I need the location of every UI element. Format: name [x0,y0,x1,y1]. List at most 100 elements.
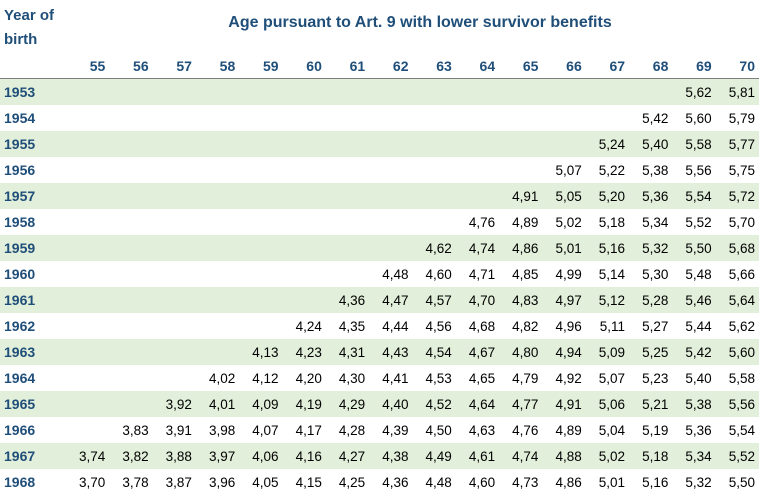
value-cell: 3,74 [66,443,109,469]
value-cell: 4,05 [239,469,282,495]
age-header-cell: 64 [456,54,499,79]
value-cell [326,131,369,157]
value-cell: 5,68 [716,235,759,261]
value-cell: 5,06 [586,391,629,417]
value-cell: 4,47 [369,287,412,313]
value-cell: 4,12 [239,365,282,391]
value-cell [109,157,152,183]
value-cell [413,209,456,235]
value-cell: 4,70 [456,287,499,313]
value-cell: 5,07 [586,365,629,391]
value-cell: 3,92 [153,391,196,417]
value-cell [239,235,282,261]
value-cell [283,183,326,209]
value-cell [326,157,369,183]
value-cell: 5,56 [716,391,759,417]
value-cell: 5,01 [586,469,629,495]
value-cell [586,79,629,106]
value-cell [109,365,152,391]
value-cell: 5,01 [542,235,585,261]
value-cell [239,287,282,313]
value-cell: 4,94 [542,339,585,365]
value-cell: 5,58 [716,365,759,391]
value-cell [66,105,109,131]
value-cell [153,183,196,209]
value-cell: 4,73 [499,469,542,495]
value-cell [66,79,109,106]
value-cell: 4,30 [326,365,369,391]
value-cell: 5,40 [672,365,715,391]
value-cell: 4,50 [413,417,456,443]
value-cell [239,79,282,106]
value-cell: 4,80 [499,339,542,365]
value-cell: 5,36 [672,417,715,443]
value-cell: 4,52 [413,391,456,417]
value-cell: 4,63 [456,417,499,443]
value-cell [499,131,542,157]
value-cell [456,79,499,106]
value-cell [239,261,282,287]
value-cell: 4,13 [239,339,282,365]
value-cell: 4,29 [326,391,369,417]
value-cell [109,209,152,235]
value-cell [326,183,369,209]
value-cell [369,131,412,157]
birth-year-cell: 1959 [0,235,66,261]
value-cell [109,339,152,365]
value-cell [283,157,326,183]
age-header-cell: 60 [283,54,326,79]
value-cell: 4,85 [499,261,542,287]
age-header-cell: 63 [413,54,456,79]
value-cell: 4,96 [542,313,585,339]
age-header-cell: 66 [542,54,585,79]
value-cell: 4,74 [499,443,542,469]
value-cell [456,157,499,183]
value-cell [109,79,152,106]
value-cell: 4,56 [413,313,456,339]
value-cell: 4,89 [499,209,542,235]
value-cell [283,209,326,235]
value-cell: 5,32 [672,469,715,495]
value-cell: 4,36 [326,287,369,313]
age-header-cell: 61 [326,54,369,79]
value-cell: 4,74 [456,235,499,261]
value-cell [196,183,239,209]
value-cell [153,79,196,106]
value-cell: 5,62 [716,313,759,339]
value-cell: 3,91 [153,417,196,443]
value-cell [283,105,326,131]
value-cell: 5,81 [716,79,759,106]
value-cell [326,235,369,261]
birth-year-cell: 1958 [0,209,66,235]
value-cell: 5,18 [629,443,672,469]
birth-year-cell: 1960 [0,261,66,287]
value-cell [196,79,239,106]
value-cell [369,235,412,261]
value-cell: 4,25 [326,469,369,495]
value-cell: 5,22 [586,157,629,183]
value-cell: 4,68 [456,313,499,339]
value-cell: 4,31 [326,339,369,365]
age-header-cell: 67 [586,54,629,79]
value-cell [153,339,196,365]
value-cell: 4,60 [413,261,456,287]
value-cell: 5,54 [672,183,715,209]
value-cell: 4,65 [456,365,499,391]
value-cell: 5,14 [586,261,629,287]
value-cell [326,79,369,106]
value-cell: 5,16 [586,235,629,261]
value-cell [196,131,239,157]
value-cell [283,235,326,261]
value-cell: 5,60 [716,339,759,365]
value-cell: 4,15 [283,469,326,495]
value-cell [239,313,282,339]
value-cell: 5,50 [672,235,715,261]
